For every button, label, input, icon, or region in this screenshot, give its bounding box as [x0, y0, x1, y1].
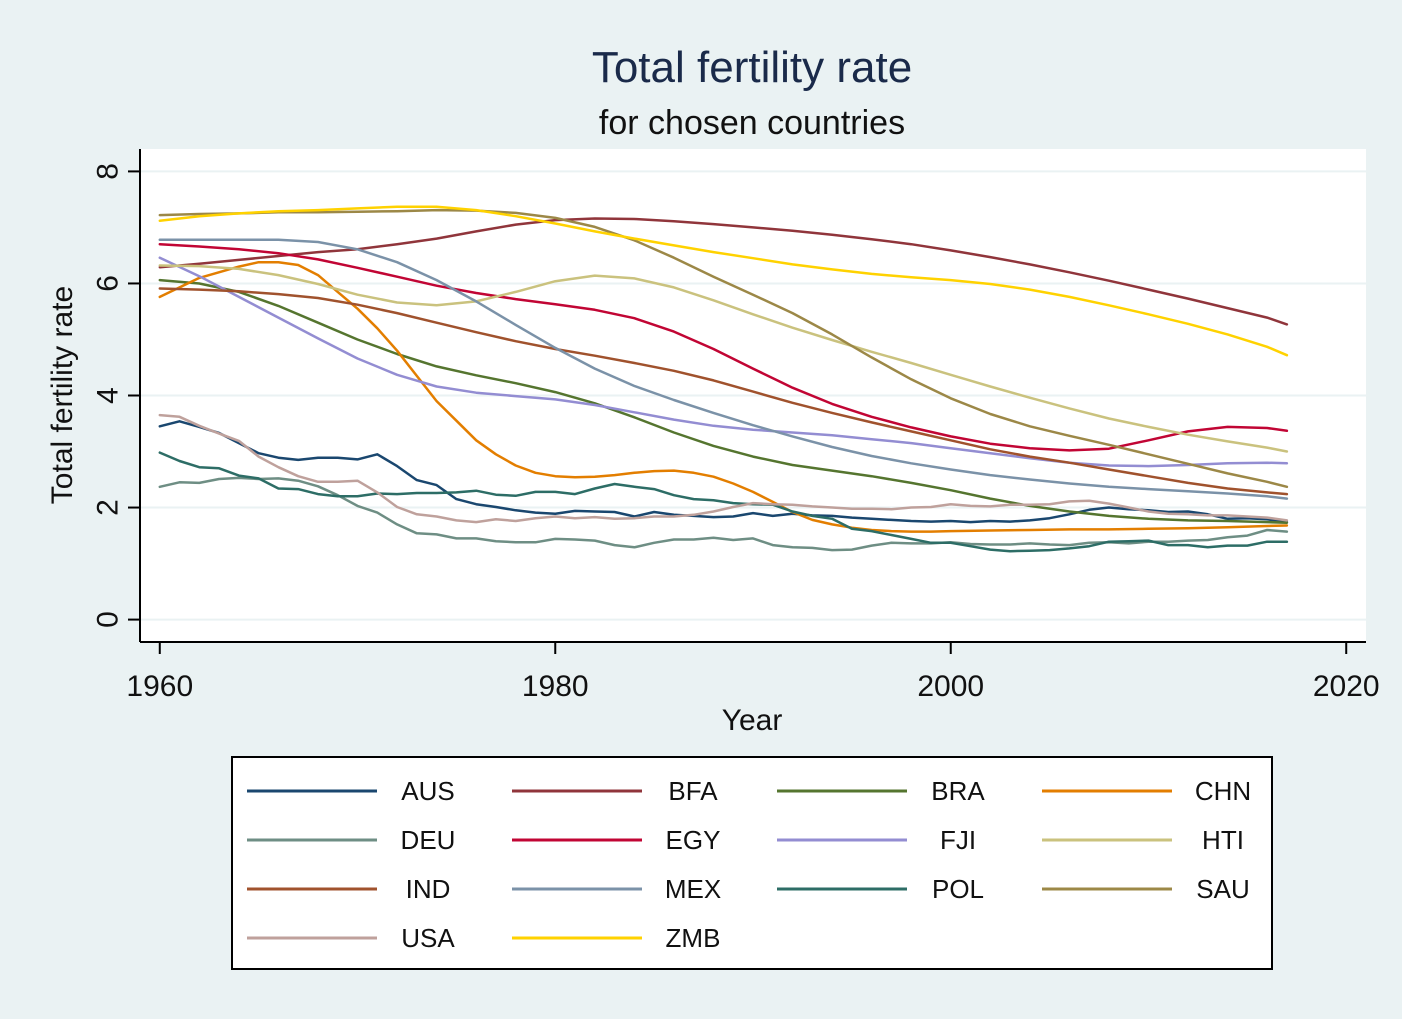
legend-label-bra: BRA: [931, 776, 985, 806]
legend-label-mex: MEX: [665, 874, 721, 904]
x-tick-label: 1980: [522, 670, 589, 703]
series-line-ind: [158, 287, 1289, 496]
y-axis-title: Total fertility rate: [46, 286, 79, 504]
legend-label-fji: FJI: [940, 825, 976, 855]
legend: AUS BFA BRA CHN DEU EGY FJI HTI IND MEX POL SAU USA Z…: [231, 756, 1273, 970]
y-tick-label: 0: [92, 611, 125, 628]
legend-label-deu: DEU: [401, 825, 456, 855]
series-layer: [158, 205, 1289, 553]
series-line-hti: [158, 264, 1289, 453]
legend-label-usa: USA: [401, 923, 455, 953]
series-line-zmb: [158, 205, 1289, 357]
legend-label-egy: EGY: [666, 825, 721, 855]
x-tick-label: 2020: [1313, 670, 1380, 703]
y-tick-label: 4: [92, 387, 125, 404]
series-line-bfa: [158, 217, 1289, 326]
series-line-sau: [158, 208, 1289, 489]
series-line-pol: [158, 451, 1289, 553]
legend-label-hti: HTI: [1202, 825, 1244, 855]
y-tick-label: 2: [92, 499, 125, 516]
legend-label-sau: SAU: [1196, 874, 1249, 904]
legend-label-aus: AUS: [401, 776, 454, 806]
series-line-mex: [158, 238, 1289, 500]
x-tick-label: 1960: [126, 670, 193, 703]
y-tick-label: 6: [92, 275, 125, 292]
x-tick-label: 2000: [917, 670, 984, 703]
legend-label-ind: IND: [406, 874, 451, 904]
x-axis-ticks: 1960 1980 2000 2020: [126, 642, 1380, 703]
legend-label-pol: POL: [932, 874, 984, 904]
chart-subtitle: for chosen countries: [599, 104, 905, 142]
series-line-usa: [158, 413, 1289, 524]
series-line-fji: [158, 256, 1289, 468]
y-tick-label: 8: [92, 163, 125, 180]
series-line-deu: [158, 476, 1289, 552]
legend-label-chn: CHN: [1195, 776, 1251, 806]
legend-items: AUS BFA BRA CHN DEU EGY FJI HTI IND MEX POL SAU USA Z…: [247, 776, 1251, 953]
series-line-aus: [158, 420, 1289, 524]
series-line-bra: [158, 278, 1289, 524]
legend-label-bfa: BFA: [668, 776, 718, 806]
chart-title: Total fertility rate: [592, 43, 912, 92]
y-axis-ticks: 0 2 4 6 8: [92, 163, 140, 628]
x-axis-title: Year: [722, 704, 783, 737]
legend-box: [231, 756, 1273, 970]
legend-label-zmb: ZMB: [666, 923, 721, 953]
series-line-chn: [158, 260, 1289, 533]
gridlines: [140, 170, 1366, 621]
